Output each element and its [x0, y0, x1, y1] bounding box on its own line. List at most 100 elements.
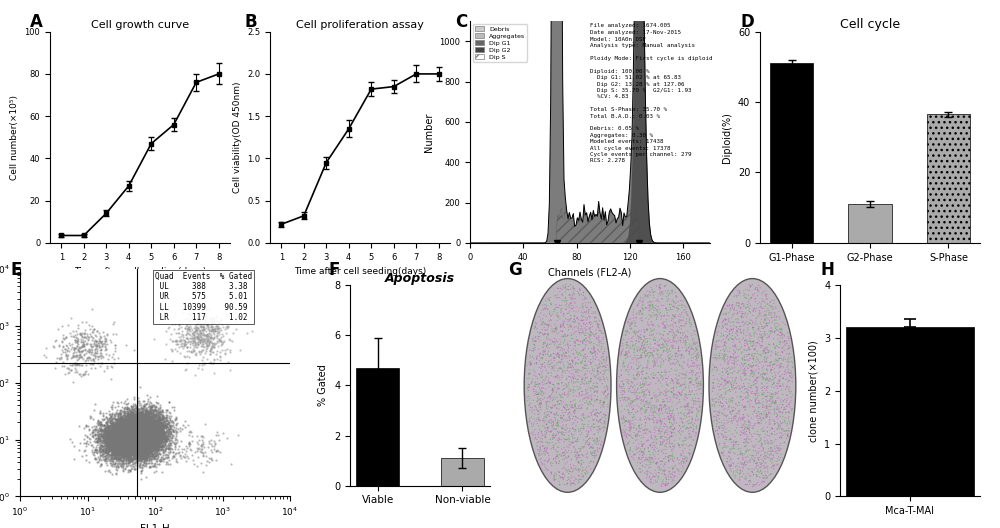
Point — [149, 429, 165, 437]
Point — [669, 394, 685, 402]
Point — [133, 438, 149, 446]
Point — [69, 368, 85, 376]
Point — [674, 416, 690, 424]
Point — [135, 422, 151, 430]
Point — [121, 440, 137, 448]
Point — [138, 419, 154, 428]
Point — [558, 352, 574, 360]
Point — [722, 461, 738, 470]
Point — [134, 437, 150, 446]
Point — [105, 427, 121, 435]
Point — [124, 418, 140, 426]
Point — [114, 428, 130, 437]
Point — [131, 443, 147, 451]
Point — [128, 449, 144, 457]
Point — [595, 329, 611, 338]
Point — [117, 448, 133, 456]
Point — [98, 418, 114, 426]
Point — [203, 337, 219, 345]
Point — [674, 310, 690, 318]
Point — [113, 427, 129, 436]
Point — [135, 430, 151, 439]
Point — [147, 440, 163, 448]
Point — [135, 439, 151, 448]
Point — [128, 436, 144, 445]
Point — [571, 315, 587, 324]
Point — [139, 423, 155, 432]
Point — [728, 353, 744, 362]
Point — [634, 309, 650, 318]
Point — [760, 319, 776, 327]
Point — [137, 431, 153, 440]
Point — [113, 437, 129, 445]
Point — [751, 449, 767, 457]
Point — [122, 435, 138, 443]
Point — [679, 454, 695, 463]
Point — [574, 401, 590, 409]
Point — [144, 446, 160, 455]
Point — [146, 437, 162, 445]
Point — [129, 454, 145, 463]
Point — [143, 445, 159, 454]
Point — [120, 429, 136, 437]
Point — [120, 437, 136, 445]
Point — [129, 412, 145, 421]
Point — [129, 424, 145, 432]
Point — [634, 424, 650, 432]
Point — [686, 397, 702, 405]
Point — [128, 456, 144, 465]
Point — [123, 443, 139, 451]
Point — [538, 464, 554, 473]
Point — [82, 340, 98, 348]
Point — [126, 429, 142, 437]
Point — [758, 345, 774, 353]
Point — [89, 348, 105, 357]
Point — [122, 429, 138, 437]
Point — [129, 445, 145, 453]
Point — [123, 402, 139, 410]
Point — [661, 433, 677, 442]
Point — [133, 436, 149, 444]
Point — [580, 364, 596, 373]
Point — [134, 438, 150, 446]
Point — [148, 439, 164, 448]
Point — [145, 462, 161, 470]
Point — [152, 429, 168, 438]
Point — [110, 411, 126, 420]
Point — [154, 434, 170, 442]
Point — [139, 436, 155, 444]
Point — [113, 424, 129, 432]
Point — [101, 456, 117, 464]
Point — [126, 430, 142, 438]
Point — [152, 435, 168, 443]
Point — [92, 332, 108, 340]
Point — [127, 427, 143, 436]
Point — [88, 349, 104, 357]
Point — [120, 423, 136, 432]
Point — [99, 422, 115, 430]
Point — [527, 323, 543, 331]
Point — [114, 422, 130, 431]
Point — [80, 335, 96, 344]
Point — [665, 296, 681, 304]
Point — [111, 415, 127, 423]
Point — [141, 421, 157, 429]
Point — [119, 428, 135, 436]
Point — [665, 452, 681, 461]
Point — [541, 320, 557, 328]
Point — [121, 427, 137, 435]
Point — [145, 431, 161, 439]
Point — [140, 428, 156, 437]
Point — [134, 446, 150, 455]
Point — [217, 348, 233, 357]
Point — [128, 426, 144, 435]
Point — [87, 445, 103, 453]
Point — [555, 449, 571, 457]
Point — [651, 426, 667, 435]
Point — [623, 425, 639, 433]
Point — [133, 428, 149, 436]
Point — [551, 480, 567, 489]
Point — [121, 442, 137, 450]
Point — [676, 459, 692, 468]
Point — [146, 433, 162, 442]
